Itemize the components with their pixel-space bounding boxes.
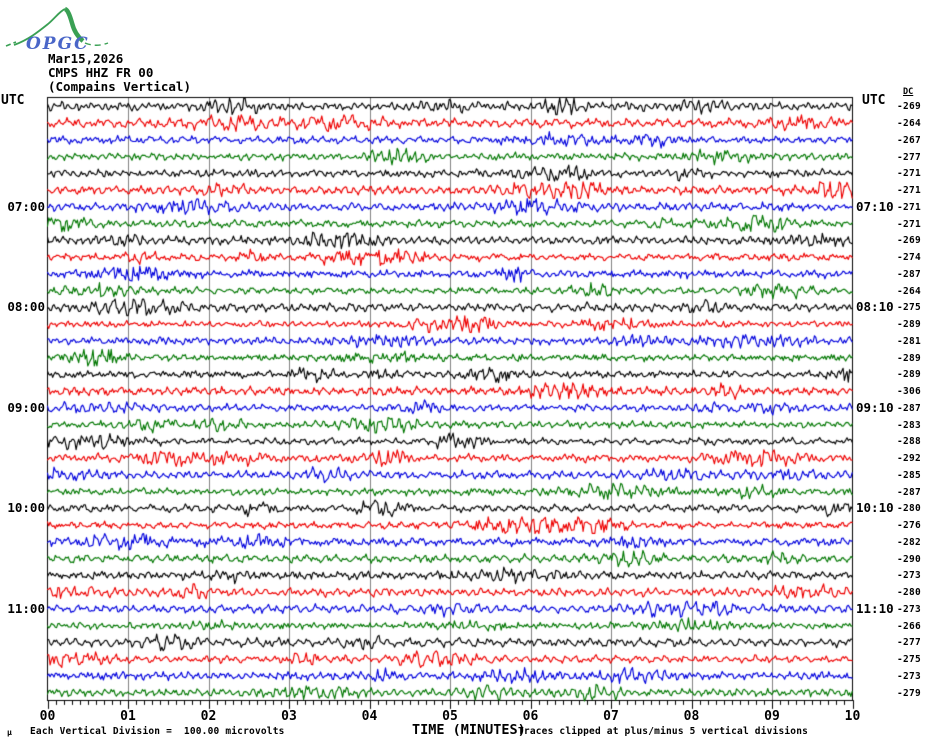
x-axis-label: 04 xyxy=(361,709,378,724)
dc-value: -287 xyxy=(897,268,922,280)
header-date: Mar15,2026 xyxy=(48,51,124,66)
x-axis-label: 10 xyxy=(844,709,861,724)
dc-value: -280 xyxy=(897,587,922,599)
dc-value: -292 xyxy=(897,453,922,465)
dc-value: -269 xyxy=(897,101,922,113)
dc-value: -279 xyxy=(897,687,922,699)
footer-scale-note: Each Vertical Division = 100.00 microvol… xyxy=(30,726,285,737)
logo-text: OPGC xyxy=(26,34,90,54)
logo-dash-left xyxy=(5,41,17,47)
x-axis-label: 05 xyxy=(442,709,458,724)
dc-value: -274 xyxy=(897,252,922,264)
x-axis-label: 09 xyxy=(764,709,780,724)
dc-value: -264 xyxy=(897,285,922,297)
dc-value: -283 xyxy=(897,419,922,431)
x-axis-label: 08 xyxy=(683,709,700,724)
seismogram-plot xyxy=(46,96,856,714)
x-axis-label: 07 xyxy=(603,709,619,724)
utc-label-left: UTC xyxy=(1,93,25,108)
dc-value: -277 xyxy=(897,151,922,163)
dc-value: -285 xyxy=(897,469,922,481)
dc-value: -289 xyxy=(897,352,922,364)
utc-label-right: UTC xyxy=(862,93,886,108)
dc-value: -264 xyxy=(897,118,922,130)
dc-value: -271 xyxy=(897,201,922,213)
dc-value: -280 xyxy=(897,503,922,515)
dc-value: -273 xyxy=(897,570,922,582)
dc-value: -289 xyxy=(897,319,922,331)
dc-value: -273 xyxy=(897,670,922,682)
dc-value: -266 xyxy=(897,620,922,632)
dc-column-header: DC xyxy=(903,87,914,97)
dc-value: -289 xyxy=(897,369,922,381)
logo-curve-peak xyxy=(63,6,85,43)
scale-mark: µ xyxy=(7,728,12,737)
dc-value: -271 xyxy=(897,185,922,197)
dc-value: -288 xyxy=(897,436,922,448)
hour-label-right: 10:10 xyxy=(856,500,894,516)
dc-value: -271 xyxy=(897,218,922,230)
dc-value: -267 xyxy=(897,134,922,146)
header-station: CMPS HHZ FR 00 xyxy=(48,65,154,80)
logo-dash-right xyxy=(84,42,109,46)
dc-value: -306 xyxy=(897,386,922,398)
hour-label-left: 08:00 xyxy=(7,299,45,315)
dc-value: -281 xyxy=(897,335,922,347)
dc-value: -269 xyxy=(897,235,922,247)
x-axis-label: 06 xyxy=(522,709,539,724)
hour-label-right: 11:10 xyxy=(856,600,894,616)
x-axis-label: 02 xyxy=(200,709,217,724)
hour-label-right: 09:10 xyxy=(856,399,894,415)
dc-value: -275 xyxy=(897,302,922,314)
x-axis-title: TIME (MINUTES) xyxy=(412,722,526,738)
x-axis-label: 03 xyxy=(281,709,297,724)
x-axis-label: 01 xyxy=(120,709,136,724)
dc-value: -277 xyxy=(897,637,922,649)
dc-value: -273 xyxy=(897,603,922,615)
header-component: (Compains Vertical) xyxy=(48,79,191,94)
hour-label-left: 09:00 xyxy=(7,399,45,415)
dc-value: -287 xyxy=(897,402,922,414)
logo-curve-ascent xyxy=(13,8,66,46)
dc-value: -282 xyxy=(897,536,922,548)
dc-value: -276 xyxy=(897,520,922,532)
hour-label-left: 10:00 xyxy=(7,500,45,516)
hour-label-right: 08:10 xyxy=(856,299,894,315)
hour-label-right: 07:10 xyxy=(856,198,894,214)
x-axis-label: 00 xyxy=(39,709,56,724)
dc-value: -275 xyxy=(897,654,922,666)
dc-value: -271 xyxy=(897,168,922,180)
opgc-logo: OPGC xyxy=(5,6,109,54)
footer-clip-note: Traces clipped at plus/minus 5 vertical … xyxy=(518,726,809,737)
hour-label-left: 11:00 xyxy=(7,600,45,616)
hour-label-left: 07:00 xyxy=(7,198,45,214)
dc-value: -287 xyxy=(897,486,922,498)
dc-value: -290 xyxy=(897,553,922,565)
